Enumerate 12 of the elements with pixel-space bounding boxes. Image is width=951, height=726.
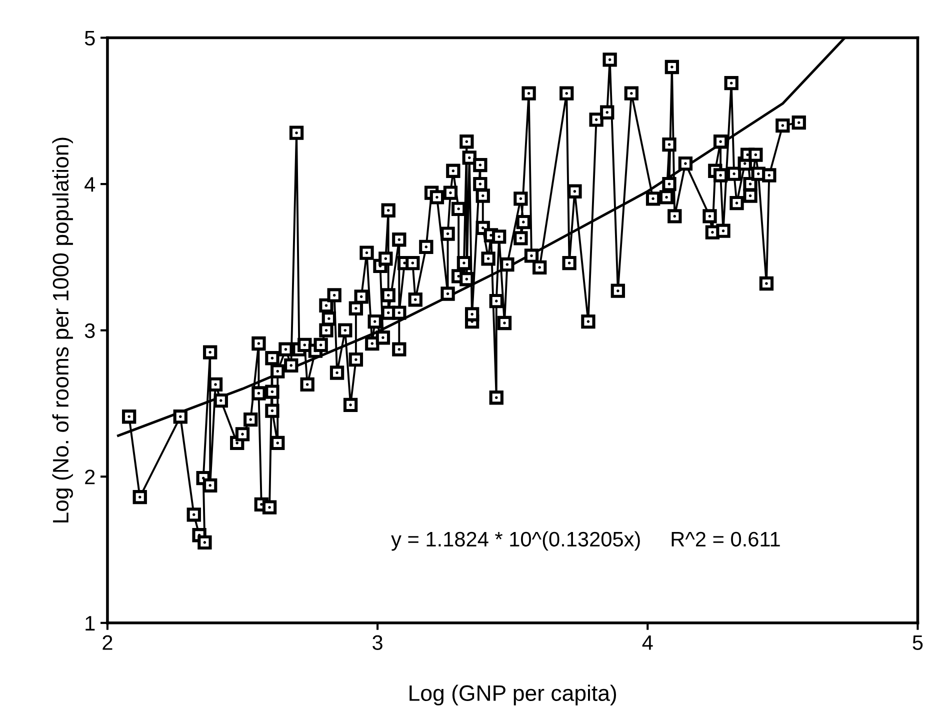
y-tick-label: 4 (84, 177, 96, 192)
y-axis-title: Log (No. of rooms per 1000 population) (52, 138, 73, 522)
y-tick-label: 3 (84, 323, 95, 338)
y-tick-label: 1 (86, 616, 95, 630)
x-tick-label: 2 (102, 635, 112, 650)
y-tick-label: 5 (84, 30, 95, 46)
x-axis-title: Log (GNP per capita) (410, 684, 616, 706)
x-tick-label: 3 (372, 635, 382, 650)
y-tick-label: 2 (85, 470, 95, 484)
x-tick-label: 4 (642, 635, 653, 650)
x-tick-label: 5 (912, 635, 923, 650)
annotation: y = 1.1824 * 10^(0.13205x) R^2 = 0.611 (391, 531, 780, 551)
